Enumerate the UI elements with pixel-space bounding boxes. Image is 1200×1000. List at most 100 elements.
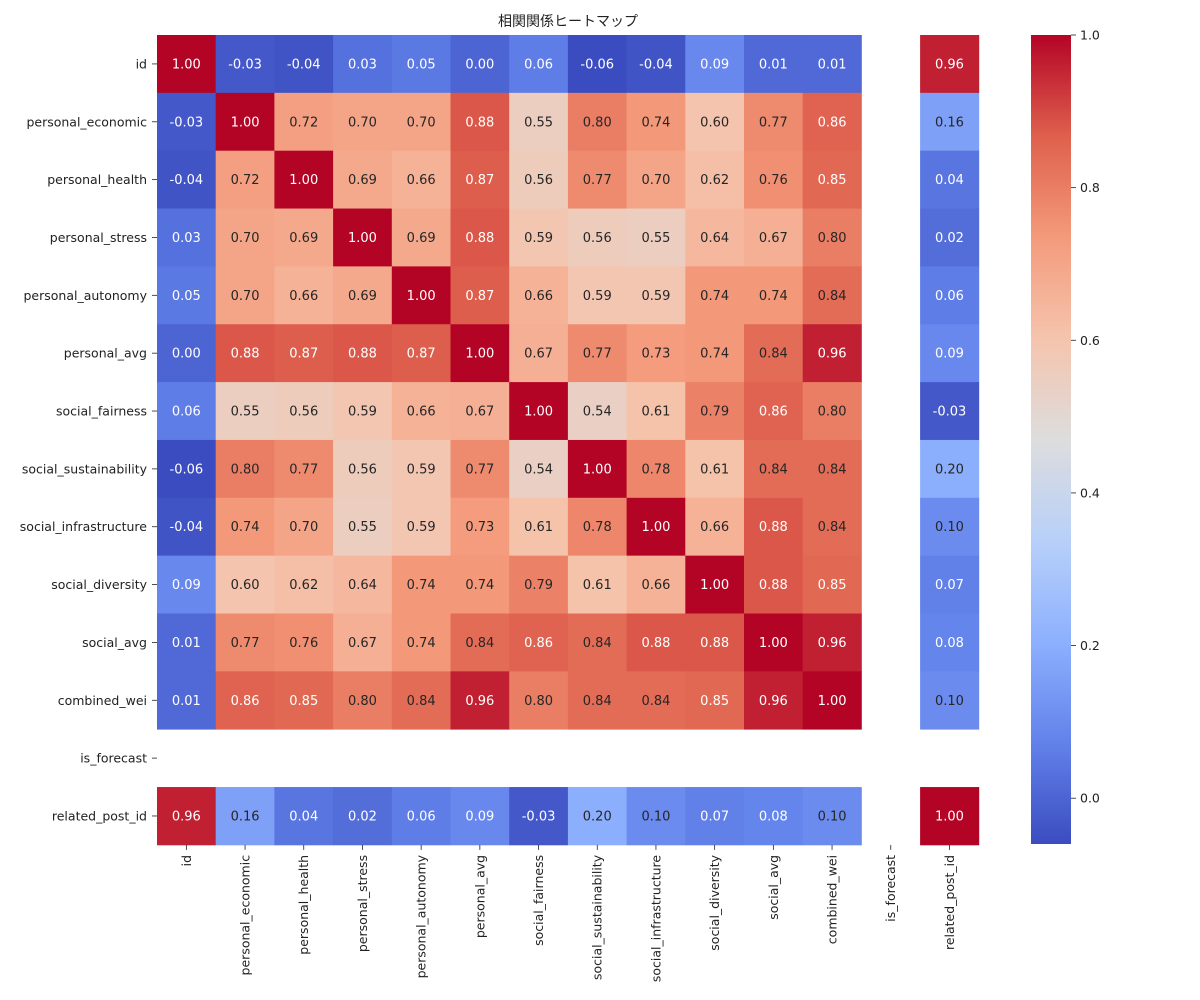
- heatmap-cell: [567, 266, 627, 325]
- heatmap-cell: [626, 671, 686, 730]
- heatmap-cell: [920, 324, 980, 383]
- cell-value-label: 0.66: [289, 289, 318, 304]
- heatmap-cell: [450, 92, 510, 152]
- cell-value-label: 0.80: [818, 405, 847, 420]
- cell-value-label: 0.10: [641, 809, 670, 824]
- cell-value-label: 0.54: [583, 405, 612, 420]
- heatmap-cell: [744, 92, 804, 152]
- cell-value-label: 0.88: [700, 636, 729, 651]
- cell-value-label: 0.54: [524, 462, 553, 477]
- cell-value-label: 0.09: [465, 809, 494, 824]
- cell-value-label: 0.61: [583, 578, 612, 593]
- row-label: personal_economic: [26, 114, 147, 129]
- cell-value-label: 0.67: [465, 405, 494, 420]
- cell-value-label: 0.09: [172, 578, 201, 593]
- heatmap-cell: [567, 497, 627, 557]
- cell-value-label: 0.88: [231, 347, 260, 362]
- cell-value-label: -0.06: [580, 57, 614, 72]
- column-label: social_diversity: [707, 854, 722, 950]
- cell-value-label: 0.88: [348, 347, 377, 362]
- cell-value-label: 0.02: [348, 809, 377, 824]
- cell-value-label: 0.55: [641, 231, 670, 246]
- heatmap-cell: [157, 439, 217, 499]
- cell-value-label: 0.07: [700, 809, 729, 824]
- column-label: id: [179, 855, 194, 866]
- row-label: personal_health: [47, 172, 147, 187]
- heatmap-cell: [802, 555, 862, 614]
- cell-value-label: 1.00: [289, 173, 318, 188]
- heatmap-cell: [215, 150, 275, 209]
- cell-value-label: 0.84: [818, 520, 847, 535]
- cell-value-label: 0.70: [407, 115, 436, 130]
- cell-value-label: 0.55: [231, 405, 260, 420]
- cell-value-label: 0.67: [348, 636, 377, 651]
- colorbar-gradient: [1031, 35, 1071, 844]
- column-label: personal_health: [296, 855, 311, 955]
- heatmap-cell: [509, 497, 569, 557]
- heatmap-cell: [333, 266, 393, 325]
- cell-value-label: 0.06: [524, 57, 553, 72]
- heatmap-cell: [157, 497, 217, 557]
- cell-value-label: 0.64: [700, 231, 729, 246]
- cell-value-label: 0.80: [818, 231, 847, 246]
- heatmap-cell: [333, 671, 393, 730]
- cell-value-label: 1.00: [348, 231, 377, 246]
- row-label: social_diversity: [51, 577, 147, 592]
- heatmap-cell: [920, 382, 980, 441]
- heatmap-cell: [215, 439, 275, 499]
- heatmap-cell: [802, 92, 862, 152]
- cell-value-label: 0.59: [583, 289, 612, 304]
- cell-value-label: 0.16: [231, 809, 260, 824]
- cell-value-label: 0.74: [700, 289, 729, 304]
- cell-value-label: 0.70: [289, 520, 318, 535]
- heatmap-cell: [157, 92, 217, 152]
- cell-value-label: 0.87: [465, 173, 494, 188]
- heatmap-cell: [920, 555, 980, 614]
- cell-value-label: 0.84: [407, 694, 436, 709]
- heatmap-cell: [333, 324, 393, 383]
- colorbar-tick-label: 0.0: [1080, 791, 1100, 806]
- heatmap-cell: [626, 555, 686, 614]
- cell-value-label: 0.04: [289, 809, 318, 824]
- heatmap-cell: [626, 787, 686, 846]
- heatmap-cell: [450, 208, 510, 267]
- column-label: personal_avg: [472, 855, 487, 938]
- cell-value-label: 0.00: [465, 57, 494, 72]
- heatmap-cell: [274, 382, 334, 441]
- heatmap-cell: [685, 208, 745, 267]
- row-label: related_post_id: [52, 808, 147, 823]
- heatmap-cell: [802, 439, 862, 499]
- cell-value-label: 0.01: [172, 636, 201, 651]
- heatmap-cell: [157, 555, 217, 614]
- cell-value-label: 0.67: [759, 231, 788, 246]
- cell-value-label: 0.76: [759, 173, 788, 188]
- heatmap-cell: [567, 555, 627, 614]
- cell-value-label: 0.74: [231, 520, 260, 535]
- cell-value-label: 0.61: [641, 405, 670, 420]
- heatmap-cell: [391, 208, 451, 267]
- heatmap-cell: [626, 613, 686, 672]
- heatmap-cell: [626, 150, 686, 209]
- column-label: social_avg: [766, 855, 781, 920]
- cell-value-label: 0.55: [348, 520, 377, 535]
- cell-value-label: 0.78: [641, 462, 670, 477]
- heatmap-cell: [215, 208, 275, 267]
- cell-value-label: 0.84: [818, 289, 847, 304]
- cell-value-label: 0.10: [818, 809, 847, 824]
- heatmap-cell: [509, 555, 569, 614]
- column-label: social_fairness: [531, 855, 546, 946]
- heatmap-cell: [450, 787, 510, 846]
- cell-value-label: 0.77: [231, 636, 260, 651]
- heatmap-cell: [274, 555, 334, 614]
- cell-value-label: 0.70: [231, 231, 260, 246]
- heatmap-cell: [157, 35, 217, 94]
- colorbar-tick-label: 0.2: [1080, 638, 1100, 653]
- heatmap-cell: [391, 671, 451, 730]
- cell-value-label: 0.87: [289, 347, 318, 362]
- cell-value-label: 0.70: [641, 173, 670, 188]
- heatmap-cell: [744, 382, 804, 441]
- cell-value-label: 0.84: [641, 694, 670, 709]
- heatmap-cell: [685, 324, 745, 383]
- heatmap-cell: [333, 208, 393, 267]
- cell-value-label: -0.04: [170, 173, 204, 188]
